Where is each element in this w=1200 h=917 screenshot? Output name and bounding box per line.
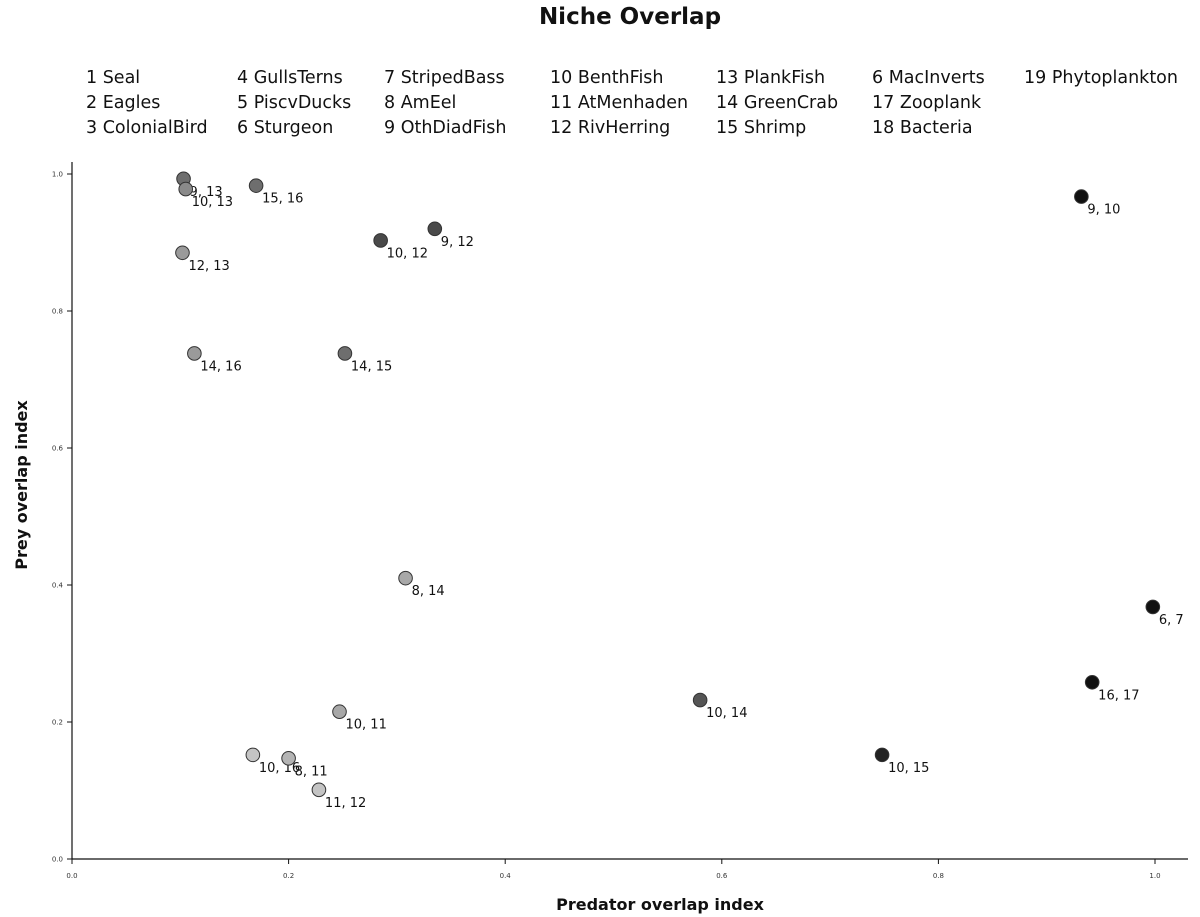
data-point-group: 11, 12 — [311, 782, 366, 811]
data-point — [281, 751, 296, 766]
data-point — [398, 570, 413, 586]
legend-item: 18 Bacteria — [872, 118, 973, 138]
data-point — [332, 704, 347, 720]
data-point — [373, 233, 388, 248]
data-point — [1145, 599, 1161, 615]
x-axis-label: Predator overlap index — [556, 895, 764, 914]
legend-column: 4 GullsTerns 5 PiscvDucks 6 Sturgeon — [237, 66, 351, 141]
data-point-label: 8, 11 — [295, 764, 328, 779]
data-point — [1074, 189, 1089, 204]
legend-item: 6 MacInverts — [872, 68, 985, 88]
legend-item: 15 Shrimp — [716, 118, 807, 138]
y-tick-label: 0.0 — [52, 856, 63, 864]
legend-column: 7 StripedBass 8 AmEel 9 OthDiadFish — [384, 66, 506, 141]
legend-column: 13 PlankFish 14 GreenCrab 15 Shrimp — [716, 66, 838, 141]
legend-item: 8 AmEel — [384, 93, 457, 113]
data-point-label: 10, 14 — [706, 706, 747, 721]
data-point-label: 6, 7 — [1159, 613, 1184, 628]
data-point — [175, 245, 190, 261]
y-tick-label: 0.2 — [52, 719, 63, 727]
x-tick-label: 0.8 — [933, 872, 944, 880]
data-point-label: 12, 13 — [188, 259, 229, 274]
legend-item: 9 OthDiadFish — [384, 118, 507, 138]
data-point-group: 14, 15 — [337, 346, 392, 374]
legend-item: 19 Phytoplankton — [1024, 68, 1178, 88]
legend-item: 12 RivHerring — [550, 118, 671, 138]
legend-item: 1 Seal — [86, 68, 141, 88]
legend-item: 10 BenthFish — [550, 68, 664, 88]
legend-item: 17 Zooplank — [872, 93, 982, 113]
data-point-group: 12, 13 — [175, 245, 230, 274]
data-point-group: 10, 14 — [692, 692, 747, 721]
x-tick-label: 0.2 — [283, 872, 294, 880]
legend-item: 13 PlankFish — [716, 68, 826, 88]
data-point-group: 9, 10 — [1074, 189, 1120, 218]
data-point-label: 9, 12 — [441, 235, 474, 250]
y-tick-label: 1.0 — [52, 171, 63, 179]
data-point-group: 8, 11 — [281, 751, 328, 779]
data-point — [427, 221, 443, 237]
legend: 1 Seal 2 Eagles 3 ColonialBird 4 GullsTe… — [86, 66, 1196, 154]
data-point-group: 10, 15 — [874, 747, 929, 776]
data-point — [245, 747, 261, 763]
data-point — [692, 692, 708, 708]
data-point-group: 10, 11 — [332, 704, 387, 733]
data-point-group: 10, 13 — [178, 181, 233, 210]
data-point-label: 8, 14 — [412, 584, 445, 599]
data-point-label: 14, 15 — [351, 359, 392, 374]
axes: 0.0 0.2 0.4 0.6 0.8 1.0 0.0 0.2 0.4 0.6 0.8 1.0 — [52, 162, 1188, 880]
y-axis-label: Prey overlap index — [12, 400, 31, 570]
data-point-label: 10, 13 — [192, 195, 233, 210]
legend-column: 19 Phytoplankton — [1024, 66, 1178, 91]
y-tick-label: 0.8 — [52, 308, 63, 316]
legend-item: 11 AtMenhaden — [550, 93, 689, 113]
chart-title: Niche Overlap — [538, 4, 722, 30]
x-tick-label: 0.6 — [716, 872, 728, 880]
legend-item: 4 GullsTerns — [237, 68, 343, 88]
legend-item: 5 PiscvDucks — [237, 93, 352, 113]
data-point-group: 10, 12 — [373, 233, 428, 261]
data-point — [248, 178, 264, 193]
data-point — [874, 747, 890, 763]
data-point-label: 15, 16 — [262, 192, 303, 207]
legend-item: 14 GreenCrab — [716, 93, 839, 113]
data-point-label: 10, 15 — [888, 761, 929, 776]
data-point-label: 9, 13 — [190, 185, 223, 200]
x-tick-label: 1.0 — [1149, 872, 1160, 880]
data-point-group: 8, 14 — [398, 570, 445, 599]
data-point-label: 11, 12 — [325, 796, 366, 811]
y-tick-label: 0.6 — [52, 445, 64, 453]
legend-item: 2 Eagles — [86, 93, 161, 113]
data-point-group: 6, 7 — [1145, 599, 1184, 628]
data-point-label: 10, 12 — [387, 246, 428, 261]
data-point-label: 9, 10 — [1087, 203, 1120, 218]
data-point — [178, 181, 194, 197]
data-point — [187, 346, 202, 361]
data-point-label: 14, 16 — [200, 359, 241, 374]
legend-item: 6 Sturgeon — [237, 118, 334, 138]
legend-item: 3 ColonialBird — [86, 118, 208, 138]
data-point — [1084, 674, 1100, 690]
data-point-group: 9, 12 — [427, 221, 474, 250]
data-point — [337, 346, 353, 361]
data-point-group: 16, 17 — [1084, 674, 1140, 703]
x-tick-label: 0.0 — [66, 872, 77, 880]
data-point-label: 10, 11 — [346, 718, 387, 733]
data-point — [311, 782, 327, 798]
legend-column: 10 BenthFish 11 AtMenhaden 12 RivHerring — [550, 66, 688, 141]
data-point-label: 16, 17 — [1098, 688, 1139, 703]
legend-item: 7 StripedBass — [384, 68, 505, 88]
legend-column: 6 MacInverts 17 Zooplank 18 Bacteria — [872, 66, 985, 141]
x-tick-label: 0.4 — [500, 872, 512, 880]
legend-column: 1 Seal 2 Eagles 3 ColonialBird — [86, 66, 208, 141]
y-tick-label: 0.4 — [52, 582, 64, 590]
data-point-group: 14, 16 — [187, 346, 242, 374]
data-point-group: 15, 16 — [248, 178, 303, 207]
